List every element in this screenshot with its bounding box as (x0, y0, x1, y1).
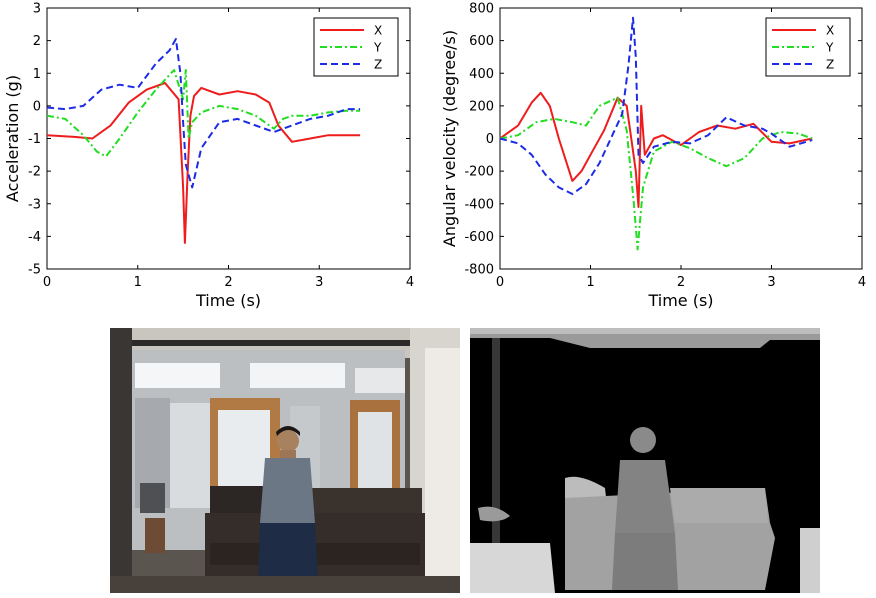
accel-legend-label-z: Z (374, 58, 382, 72)
inertial-plots: 0 1 2 3 4 -5 -4 -3 -2 -1 0 1 2 3 Time (s) Acceleration … (3, 2, 866, 311)
accel-ytick-label: 0 (33, 99, 41, 114)
accel-ytick-label: 2 (33, 34, 41, 49)
accel-ytick-label: -1 (28, 132, 41, 147)
depth-scene-illustration (470, 328, 820, 593)
accel-chart: 0 1 2 3 4 -5 -4 -3 -2 -1 0 1 2 3 Time (s) Acceleration … (3, 2, 414, 311)
accel-series-z-line (46, 38, 361, 189)
gyro-ytick-label: 800 (469, 2, 494, 17)
gyro-legend: XYZ (765, 17, 851, 77)
accel-series-y-line (46, 69, 361, 158)
rgb-camera-frame (110, 328, 460, 593)
accel-xtick-label: 0 (43, 275, 51, 290)
accel-xtick-label: 4 (406, 275, 414, 290)
gyro-series-y-line (499, 96, 813, 251)
gyro-xtick-label: 1 (586, 275, 594, 290)
gyro-ytick-label: 0 (486, 132, 494, 147)
gyro-xtick-label: 4 (858, 275, 866, 290)
depth-camera-frame (470, 328, 820, 593)
accel-legend: XYZ (313, 17, 399, 77)
accel-legend-label-x: X (374, 24, 382, 38)
accel-legend-label-y: Y (373, 41, 382, 55)
gyro-ytick-label: -600 (464, 230, 494, 245)
gyro-ytick-label: 200 (469, 99, 494, 114)
accel-ytick-label: -3 (28, 197, 41, 212)
gyro-ytick-label: -200 (464, 165, 494, 180)
gyro-ylabel: Angular velocity (degree/s) (440, 30, 459, 247)
accel-ytick-label: 3 (33, 2, 41, 17)
accel-ytick-label: -2 (28, 165, 41, 180)
gyro-ytick-label: -400 (464, 197, 494, 212)
gyro-chart: 0 1 2 3 4 -800 -600 -400 -200 0 200 400 600 800 Time (… (440, 2, 866, 311)
accel-ylabel: Acceleration (g) (3, 75, 22, 202)
gyro-ytick-label: -800 (464, 263, 494, 278)
gyro-legend-label-x: X (826, 24, 834, 38)
accel-ytick-label: -4 (28, 230, 41, 245)
rgb-scene-illustration (110, 328, 460, 593)
accel-xlabel: Time (s) (195, 291, 261, 310)
gyro-xtick-label: 0 (496, 275, 504, 290)
gyro-ytick-label: 400 (469, 67, 494, 82)
gyro-series-x-line (499, 91, 813, 208)
gyro-xtick-label: 2 (677, 275, 685, 290)
gyro-legend-label-y: Y (825, 41, 834, 55)
accel-series-x-line (46, 82, 361, 244)
gyro-xtick-label: 3 (767, 275, 775, 290)
accel-ytick-label: -5 (28, 263, 41, 278)
accel-xtick-label: 3 (315, 275, 323, 290)
accel-ytick-label: 1 (33, 67, 41, 82)
gyro-series-z-line (499, 16, 813, 195)
gyro-ytick-label: 600 (469, 34, 494, 49)
gyro-legend-label-z: Z (826, 58, 834, 72)
gyro-xlabel: Time (s) (647, 291, 713, 310)
accel-xtick-label: 2 (224, 275, 232, 290)
accel-xtick-label: 1 (134, 275, 142, 290)
